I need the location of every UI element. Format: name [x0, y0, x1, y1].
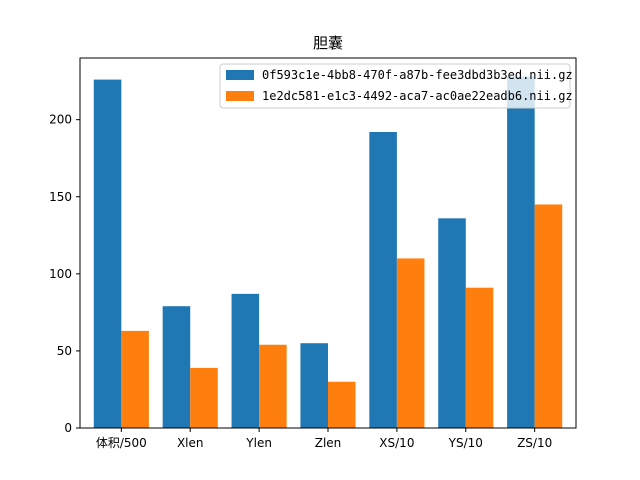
y-tick-label-0: 0 [64, 421, 72, 435]
bars-group [93, 76, 563, 428]
x-tick-label-3: Zlen [315, 436, 342, 450]
bar-series1-0 [93, 79, 122, 428]
legend-swatch-1 [226, 70, 254, 80]
x-tick-label-6: ZS/10 [517, 436, 552, 450]
bar-series1-3 [300, 343, 328, 428]
bar-series2-2 [259, 344, 287, 428]
bar-series2-0 [121, 330, 149, 428]
x-tick-label-0: 体积/500 [96, 436, 147, 450]
bar-series2-1 [190, 367, 218, 428]
bar-series1-4 [369, 132, 397, 428]
x-tick-label-1: Xlen [177, 436, 204, 450]
bar-series2-6 [534, 204, 563, 428]
y-tick-label-1: 50 [57, 344, 72, 358]
bar-series1-1 [162, 306, 191, 428]
x-axis: 体积/500 Xlen Ylen Zlen XS/10 YS/10 ZS/10 [96, 428, 552, 450]
x-tick-label-2: Ylen [245, 436, 272, 450]
chart-title: 胆囊 [313, 34, 343, 52]
legend-swatch-2 [226, 91, 254, 101]
bar-series2-5 [465, 287, 494, 428]
bar-series1-2 [231, 293, 260, 428]
y-tick-label-3: 150 [49, 190, 72, 204]
legend-box [219, 63, 571, 109]
y-tick-label-4: 200 [49, 113, 72, 127]
legend: 0f593c1e-4bb8-470f-a87b-fee3dbd3b3ed.nii… [219, 63, 573, 109]
bar-series1-6 [507, 76, 535, 428]
y-axis: 0 50 100 150 200 [49, 113, 80, 435]
y-tick-label-2: 100 [49, 267, 72, 281]
x-tick-label-5: YS/10 [448, 436, 483, 450]
bar-series2-4 [396, 258, 425, 428]
bar-series1-5 [438, 218, 466, 428]
legend-label-1: 0f593c1e-4bb8-470f-a87b-fee3dbd3b3ed.nii… [262, 68, 573, 82]
legend-label-2: 1e2dc581-e1c3-4492-aca7-ac0ae22eadb6.nii… [262, 89, 573, 103]
bar-series2-3 [328, 381, 356, 428]
x-tick-label-4: XS/10 [379, 436, 414, 450]
